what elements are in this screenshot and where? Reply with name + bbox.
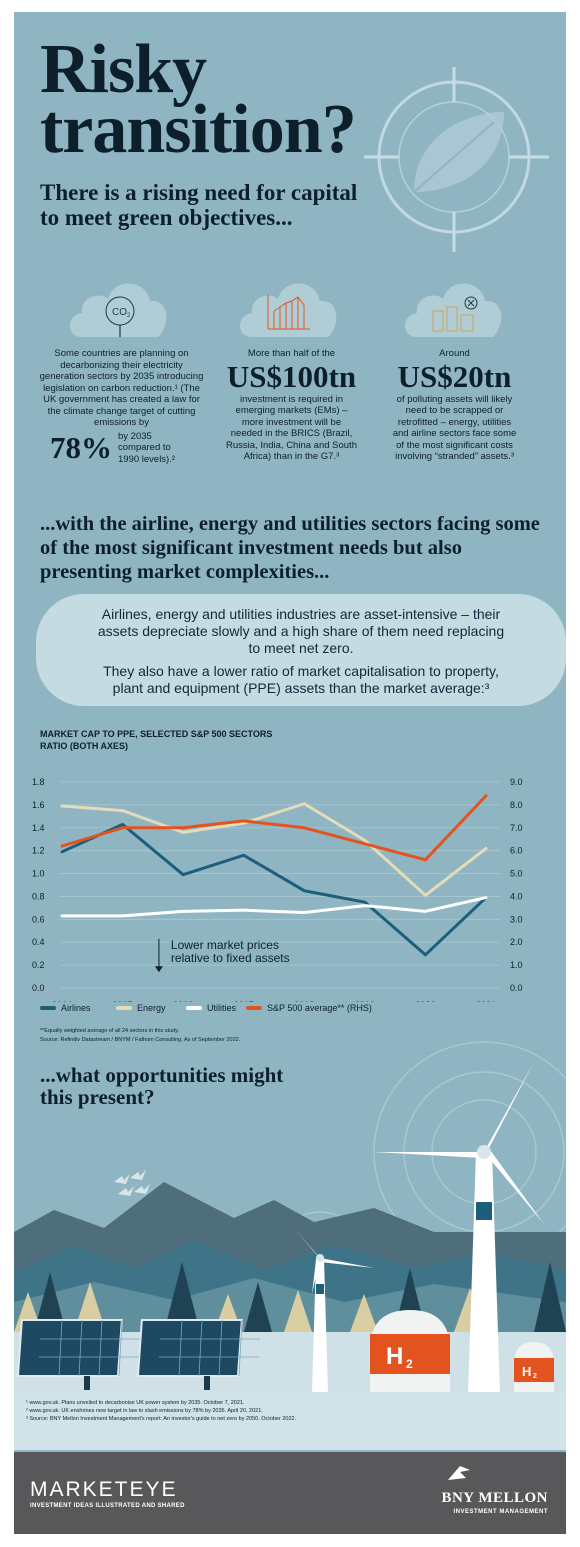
legend-swatch-airlines <box>40 1006 56 1010</box>
bny-mellon-bird-icon <box>448 1466 470 1480</box>
h2-large-label: H <box>386 1343 403 1370</box>
y-tick-right: 6.0 <box>510 846 523 856</box>
series-line-sp <box>60 794 488 862</box>
stat-middle-prefix: More than half of the <box>247 348 336 359</box>
stat-left-text: Some countries are planning on decarboni… <box>39 348 204 428</box>
y-tick-right: 3.0 <box>510 914 523 924</box>
series-line-airlines <box>60 822 488 957</box>
y-tick-left: 1.6 <box>32 800 45 810</box>
marketeye-logo: MARKETEYE <box>30 1478 178 1501</box>
x-tick-label: 2018 <box>294 1000 314 1002</box>
stat-right-text: of polluting assets will likely need to … <box>392 393 517 463</box>
stat-right-value: US$20tn <box>397 358 512 394</box>
y-tick-right: 0.0 <box>510 983 523 993</box>
stat-middle-text: investment is required in emerging marke… <box>226 393 357 463</box>
chart-note-average: **Equally weighted average of all 24 sec… <box>40 1028 180 1034</box>
chart-note-source: Source: Refinitiv Datastream / BNYM / Fa… <box>40 1037 241 1043</box>
y-tick-right: 2.0 <box>510 937 523 947</box>
y-tick-left: 1.4 <box>32 823 45 833</box>
y-tick-left: 1.2 <box>32 846 45 856</box>
y-tick-left: 0.4 <box>32 937 45 947</box>
bny-mellon-subtitle: INVESTMENT MANAGEMENT <box>453 1509 548 1515</box>
annotation-arrow-head <box>154 966 163 973</box>
chart-title: MARKET CAP TO PPE, SELECTED S&P 500 SECT… <box>40 729 273 739</box>
stat-middle-value: US$100tn <box>226 358 357 394</box>
chart-notes: **Equally weighted average of all 24 sec… <box>40 1027 240 1045</box>
legend-label-energy: Energy <box>137 1003 166 1013</box>
footnotes: ¹ www.gov.uk. Plans unveiled to decarbon… <box>14 1392 566 1450</box>
section-heading-opportunities: ...what opportunities might this present… <box>40 1063 284 1109</box>
y-tick-left: 0.8 <box>32 891 45 901</box>
target-leaf-icon <box>364 67 549 252</box>
x-tick-label: 2021 <box>476 1000 496 1002</box>
legend-swatch-sp500 <box>246 1006 262 1010</box>
legend-utilities: Utilities <box>186 1003 236 1013</box>
renewable-landscape-illustration: H 2 H 2 <box>14 1041 566 1394</box>
section-heading-complexities: ...with the airline, energy and utilitie… <box>40 513 540 583</box>
factory-icon <box>405 283 502 337</box>
x-tick-label: 2020 <box>415 1000 435 1002</box>
line-chart: 0.0 0.2 0.4 0.6 0.8 1.0 1.2 1.4 1.6 1.8 0.0 1.0 2.0 3… <box>32 777 523 1002</box>
footnote-2: ² www.gov.uk. UK enshrines new target in… <box>26 1408 263 1414</box>
footer: MARKETEYE INVESTMENT IDEAS ILLUSTRATED A… <box>14 1452 566 1534</box>
legend-sp500: S&P 500 average** (RHS) <box>246 1003 372 1013</box>
y-tick-right: 1.0 <box>510 960 523 970</box>
legend-swatch-energy <box>116 1006 132 1010</box>
series-line-utilities <box>60 896 488 918</box>
stat-left-suffix: by 2035 compared to 1990 levels).² <box>118 430 176 465</box>
y-tick-right: 9.0 <box>510 777 523 787</box>
y-tick-left: 0.6 <box>32 914 45 924</box>
y-tick-left: 0.0 <box>32 983 45 993</box>
svg-text:CO: CO <box>112 307 127 318</box>
annotation-text-line-1: Lower market prices <box>171 938 279 952</box>
infographic: Risky transition? There is a rising need… <box>14 12 566 1534</box>
chart-subtitle: RATIO (BOTH AXES) <box>40 741 128 751</box>
bny-mellon-logo: BNY MELLON <box>441 1490 548 1506</box>
series-line-energy <box>60 802 488 897</box>
co2-tree-icon: CO 2 <box>70 283 167 337</box>
legend-energy: Energy <box>116 1003 166 1013</box>
y-tick-right: 7.0 <box>510 823 523 833</box>
page-title: Risky transition? <box>40 31 357 168</box>
footnote-1: ¹ www.gov.uk. Plans unveiled to decarbon… <box>26 1400 245 1406</box>
y-tick-right: 4.0 <box>510 891 523 901</box>
svg-text:2: 2 <box>127 313 131 319</box>
stat-right-prefix: Around <box>439 348 470 359</box>
x-tick-label: 2014 <box>52 1000 72 1002</box>
h2-large-sub: 2 <box>406 1357 413 1371</box>
marketeye-tagline: INVESTMENT IDEAS ILLUSTRATED AND SHARED <box>30 1503 185 1509</box>
y-tick-left: 1.0 <box>32 869 45 879</box>
x-tick-label: 2015 <box>113 1000 133 1002</box>
x-tick-label: 2017 <box>234 1000 254 1002</box>
legend-swatch-utilities <box>186 1006 202 1010</box>
stat-right: Around US$20tn of polluting assets will … <box>382 348 527 463</box>
x-tick-label: 2019 <box>355 1000 375 1002</box>
x-tick-label: 2016 <box>173 1000 193 1002</box>
stat-left: Some countries are planning on decarboni… <box>39 348 204 465</box>
legend-label-airlines: Airlines <box>61 1003 91 1013</box>
callout-box: Airlines, energy and utilities industrie… <box>36 594 566 706</box>
callout-paragraph-2: They also have a lower ratio of market c… <box>103 663 499 696</box>
stat-left-value: 78% <box>50 429 112 465</box>
growth-chart-icon <box>240 283 337 337</box>
footnote-3: ³ Source: BNY Mellon Investment Manageme… <box>26 1416 297 1422</box>
page-subtitle: There is a rising need for capital to me… <box>40 180 358 230</box>
callout-paragraph-1: Airlines, energy and utilities industrie… <box>97 606 505 656</box>
annotation-text-line-2: relative to fixed assets <box>171 951 290 965</box>
y-tick-left: 0.2 <box>32 960 45 970</box>
h2-small-label: H <box>522 1364 531 1379</box>
h2-small-sub: 2 <box>533 1373 537 1380</box>
legend-airlines: Airlines <box>40 1003 91 1013</box>
chart-title-block: MARKET CAP TO PPE, SELECTED S&P 500 SECT… <box>40 728 272 752</box>
y-tick-left: 1.8 <box>32 777 45 787</box>
y-tick-right: 8.0 <box>510 800 523 810</box>
legend-label-utilities: Utilities <box>207 1003 237 1013</box>
y-tick-right: 5.0 <box>510 869 523 879</box>
legend-label-sp500: S&P 500 average** (RHS) <box>267 1003 372 1013</box>
stat-middle: More than half of the US$100tn investmen… <box>214 348 369 463</box>
